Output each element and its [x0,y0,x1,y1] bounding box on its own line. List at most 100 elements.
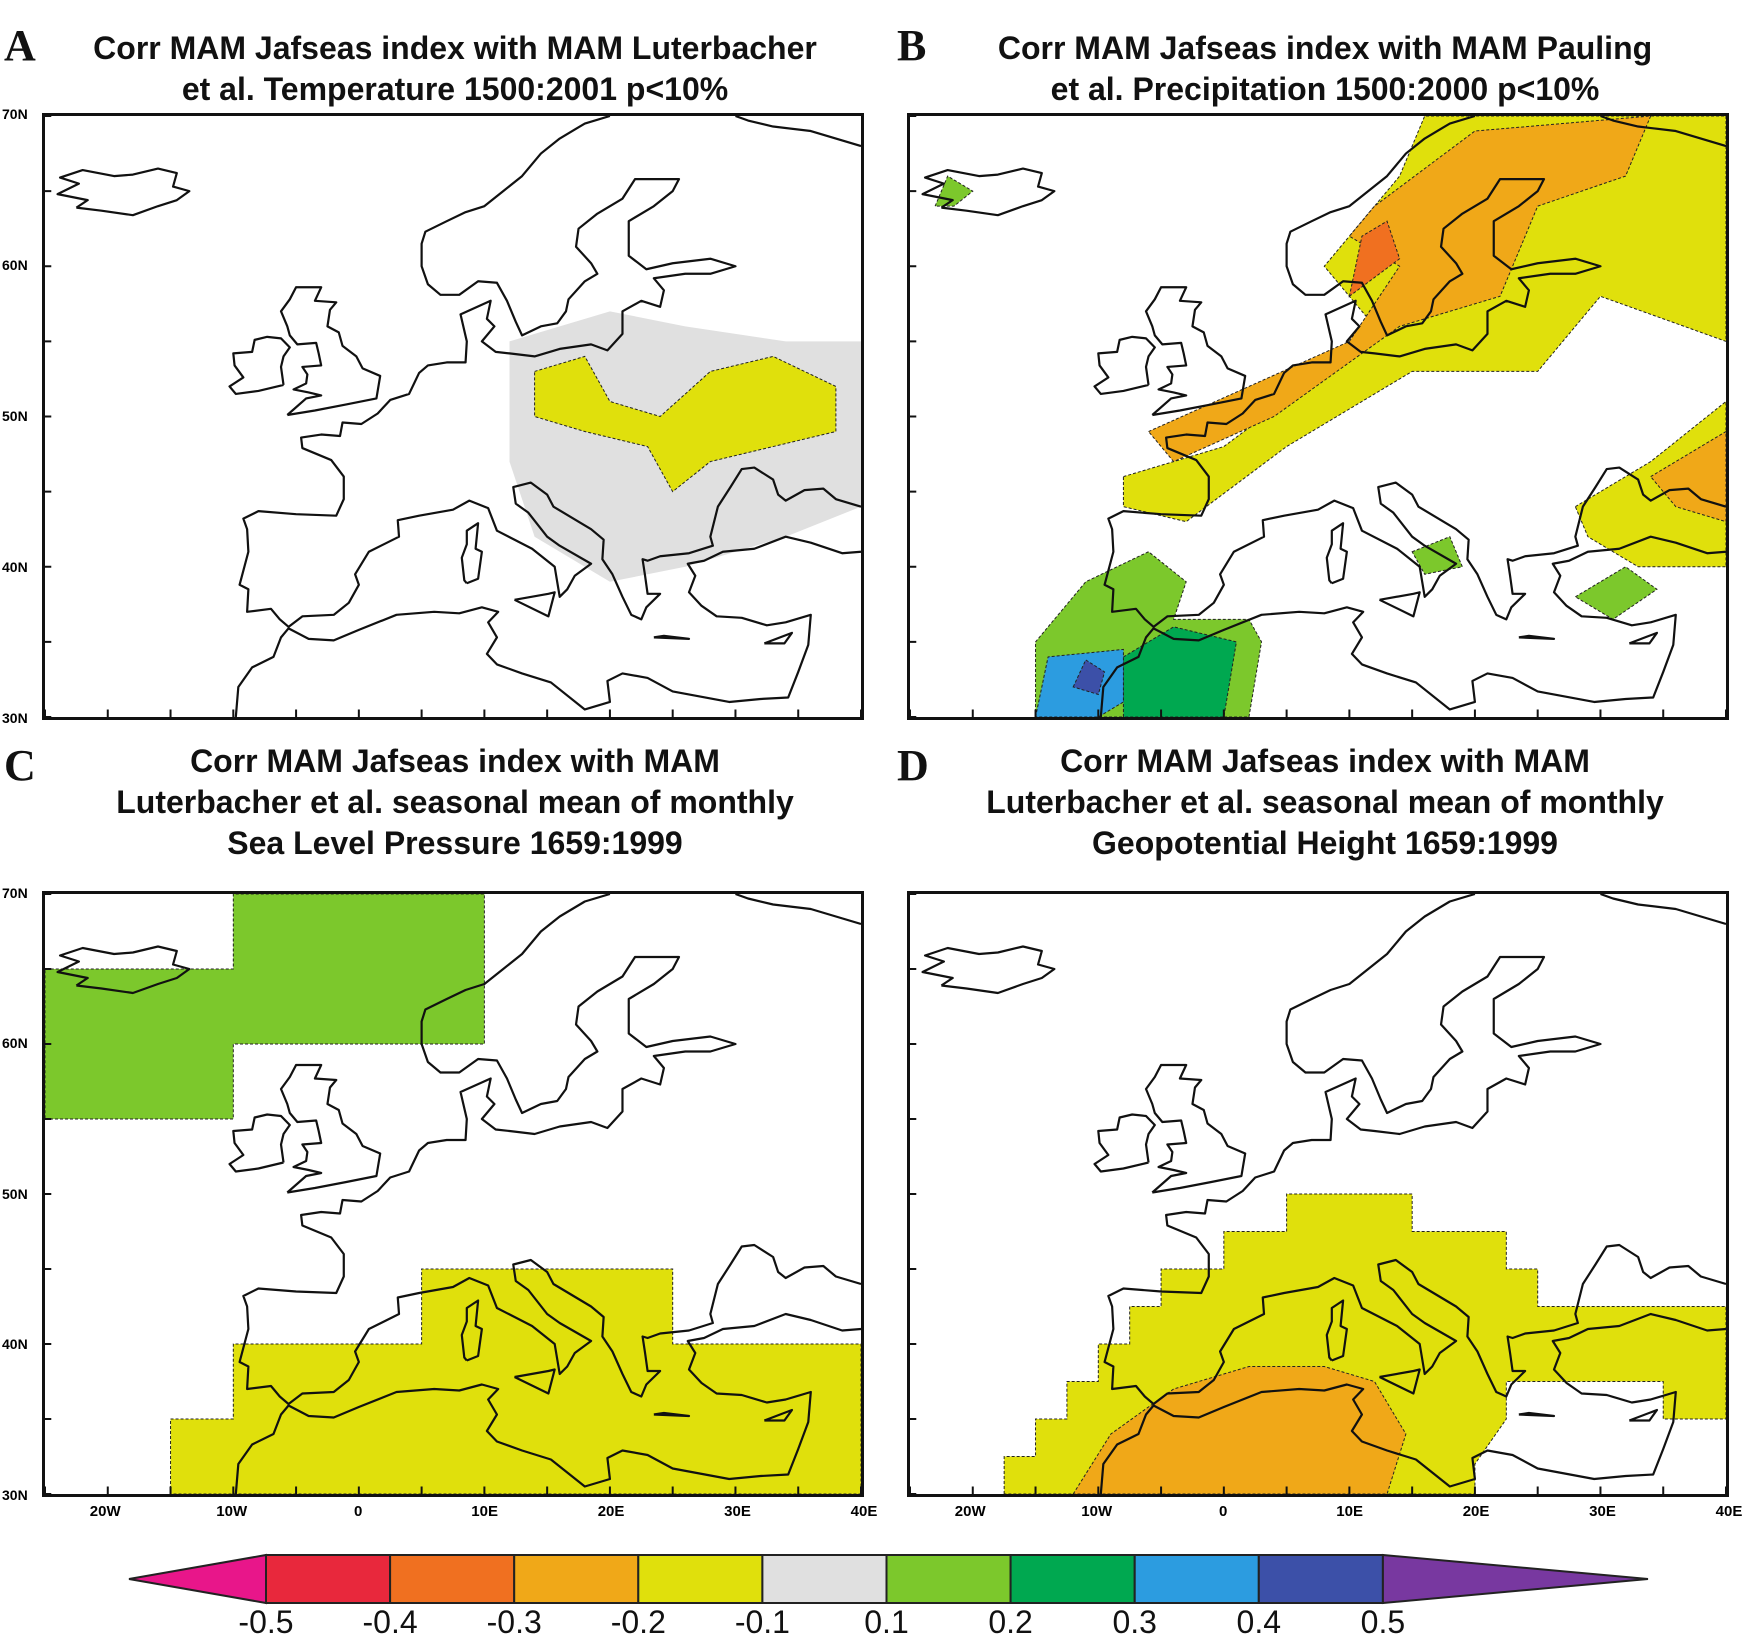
coastline [1600,116,1726,146]
colorbar-label: -0.4 [362,1604,418,1640]
lon-label: 20W [954,1503,986,1520]
panel-c-title: Corr MAM Jafseas index with MAM Luterbac… [40,741,870,864]
colorbar-swatch [1009,1554,1136,1604]
colorbar-label: -0.5 [238,1604,294,1640]
map-canvas [45,116,861,717]
map-panel-a [42,113,864,720]
colorbar-swatch [885,1554,1012,1604]
coastline [654,1413,689,1416]
coastline [462,523,482,583]
correlation-region [1123,627,1236,717]
coastline [58,169,190,216]
colorbar-label: 0.2 [988,1604,1033,1640]
coastline [1101,1314,1726,1494]
coastline [58,947,190,994]
colorbar-label: -0.2 [610,1604,666,1640]
correlation-region [1575,401,1726,566]
coastline [515,1370,555,1394]
coastline [923,947,1055,994]
colorbar-swatch [1381,1553,1649,1605]
lon-label: 10W [216,1503,248,1520]
lon-label: 20E [1462,1503,1490,1520]
coastline [1146,1065,1245,1193]
coastline [1146,287,1245,415]
panel-a-letter: A [4,21,36,70]
correlation-region [171,1269,861,1494]
coastline [735,894,861,924]
lon-label: 0 [1218,1503,1228,1520]
correlation-region [1073,1367,1406,1494]
map-panel-c [42,891,864,1497]
lat-label: 70N [2,885,28,901]
coastline [1629,1410,1657,1421]
panel-b-title: Corr MAM Jafseas index with MAM Pauling … [910,28,1740,110]
coastline [236,1314,861,1494]
lat-label: 40N [2,1336,28,1352]
lon-label: 20E [597,1503,625,1520]
lon-label: 40E [1715,1503,1743,1520]
title-line: Corr MAM Jafseas index with MAM [1060,743,1590,779]
coastline [281,287,380,415]
colorbar-swatch [1257,1554,1384,1604]
lon-label: 30E [724,1503,751,1520]
lat-label: 50N [2,408,28,424]
title-line: Luterbacher et al. seasonal mean of mont… [116,784,794,820]
colorbar-swatch [761,1554,888,1604]
coastline [1600,894,1726,924]
lon-label: 30E [1589,1503,1616,1520]
map-canvas [910,116,1726,717]
lat-label: 60N [2,1035,28,1051]
coastline [515,592,555,616]
colorbar-label: -0.1 [734,1604,790,1640]
coastline [236,537,861,717]
colorbar-swatch [1133,1554,1260,1604]
lon-label: 10E [471,1503,498,1520]
coastline [240,116,861,627]
coastline [764,633,792,644]
title-line: Luterbacher et al. seasonal mean of mont… [986,784,1664,820]
colorbar-label: 0.1 [864,1604,909,1640]
title-line: et al. Temperature 1500:2001 p<10% [181,71,729,107]
coastline [1380,592,1420,616]
correlation-region [45,894,484,1119]
colorbar-swatch [265,1554,392,1604]
correlation-region [1651,432,1726,522]
colorbar-label: -0.3 [486,1604,542,1640]
lat-label: 50N [2,1186,28,1202]
panel-b-letter: B [897,21,927,70]
coastline [735,116,861,146]
colorbar-swatch [128,1553,267,1605]
coastline [230,1115,290,1172]
panel-a-title: Corr MAM Jafseas index with MAM Luterbac… [40,28,870,110]
correlation-region [1575,567,1657,620]
coastline [462,1301,482,1361]
lon-label: 10W [1081,1503,1113,1520]
map-panel-d [907,891,1729,1497]
lat-label: 70N [2,106,28,122]
lon-label: 40E [850,1503,878,1520]
panel-c-letter: C [4,741,36,790]
lon-label: 10E [1336,1503,1363,1520]
coastline [281,1065,380,1193]
coastline [764,1410,792,1421]
coastline [230,337,290,394]
coastline [1327,1301,1347,1361]
coastline [923,169,1055,216]
colorbar-swatch [513,1554,640,1604]
colorbar-label: 0.4 [1236,1604,1282,1640]
coastline [1380,1370,1420,1394]
lon-label: 20W [89,1503,121,1520]
panel-d-title: Corr MAM Jafseas index with MAM Luterbac… [910,741,1740,864]
lat-label: 30N [2,1487,28,1503]
panel-d-letter: D [897,741,929,790]
colorbar-label: 0.5 [1360,1604,1406,1640]
colorbar-swatch [637,1554,764,1604]
coastline [654,636,689,639]
lat-label: 30N [2,710,28,726]
coastline [1519,636,1554,639]
title-line: Corr MAM Jafseas index with MAM Pauling [997,30,1653,66]
lat-label: 60N [2,257,28,273]
coastline [1105,116,1726,627]
title-line: et al. Precipitation 1500:2000 p<10% [1050,71,1600,107]
